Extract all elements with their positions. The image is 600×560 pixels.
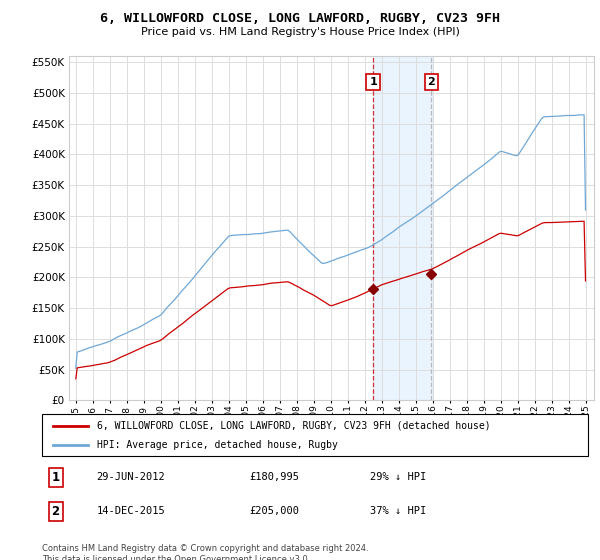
- Text: 2: 2: [427, 77, 435, 87]
- Text: 37% ↓ HPI: 37% ↓ HPI: [370, 506, 426, 516]
- Text: 2: 2: [52, 505, 60, 517]
- Text: HPI: Average price, detached house, Rugby: HPI: Average price, detached house, Rugb…: [97, 440, 337, 450]
- Bar: [373, 56, 433, 400]
- Text: 1: 1: [369, 77, 377, 87]
- Text: £180,995: £180,995: [250, 472, 299, 482]
- Text: 29-JUN-2012: 29-JUN-2012: [97, 472, 166, 482]
- Text: Price paid vs. HM Land Registry's House Price Index (HPI): Price paid vs. HM Land Registry's House …: [140, 27, 460, 37]
- Text: 29% ↓ HPI: 29% ↓ HPI: [370, 472, 426, 482]
- Text: 6, WILLOWFORD CLOSE, LONG LAWFORD, RUGBY, CV23 9FH: 6, WILLOWFORD CLOSE, LONG LAWFORD, RUGBY…: [100, 12, 500, 25]
- Text: 14-DEC-2015: 14-DEC-2015: [97, 506, 166, 516]
- Text: Contains HM Land Registry data © Crown copyright and database right 2024.
This d: Contains HM Land Registry data © Crown c…: [42, 544, 368, 560]
- Text: 6, WILLOWFORD CLOSE, LONG LAWFORD, RUGBY, CV23 9FH (detached house): 6, WILLOWFORD CLOSE, LONG LAWFORD, RUGBY…: [97, 421, 490, 431]
- Text: 1: 1: [52, 470, 60, 484]
- Text: £205,000: £205,000: [250, 506, 299, 516]
